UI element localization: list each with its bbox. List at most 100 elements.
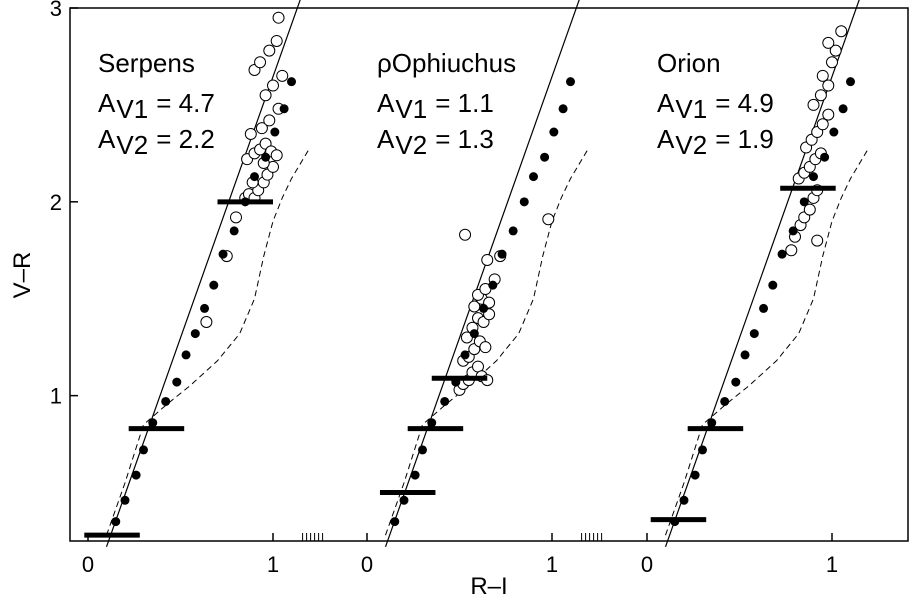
- sequence-point: [838, 104, 848, 114]
- open-point: [542, 213, 555, 226]
- sequence-point: [731, 377, 741, 387]
- open-point: [807, 98, 820, 111]
- sequence-point: [698, 445, 707, 455]
- sequence-point: [558, 104, 568, 114]
- sequence-point: [799, 197, 809, 207]
- sequence-point: [229, 226, 239, 236]
- open-point: [479, 341, 492, 354]
- open-point: [272, 11, 285, 24]
- sequence-point: [768, 280, 778, 290]
- sequence-point: [250, 172, 259, 182]
- extinction-annotation: A V2 = 2.2: [98, 124, 215, 160]
- open-point: [244, 127, 257, 140]
- open-point: [829, 44, 842, 57]
- x-tick-label: 1: [267, 552, 279, 577]
- sequence-point: [172, 377, 182, 387]
- sequence-point: [287, 77, 296, 87]
- open-point: [200, 315, 213, 328]
- sequence-point: [460, 350, 470, 360]
- x-tick-label: 0: [361, 552, 373, 577]
- sequence-point: [519, 197, 529, 207]
- sequence-point: [788, 226, 798, 236]
- sequence-point: [740, 350, 750, 360]
- panel-name: ρOphiuchus: [377, 48, 516, 78]
- sequence-point: [209, 280, 219, 290]
- sequence-point: [846, 77, 855, 87]
- open-point: [822, 36, 835, 49]
- sequence-point: [720, 396, 730, 406]
- sequence-point: [120, 495, 130, 505]
- sequence-point: [777, 249, 787, 259]
- open-point: [270, 34, 283, 47]
- sequence-point: [200, 303, 210, 313]
- sequence-point: [161, 396, 171, 406]
- x-tick-label: 0: [82, 552, 94, 577]
- sequence-point: [690, 470, 700, 480]
- dashed-curve: [385, 147, 590, 536]
- dashed-curve: [665, 147, 870, 536]
- open-point: [814, 89, 827, 102]
- x-axis-label: R–I: [470, 573, 507, 600]
- open-point: [459, 228, 472, 241]
- open-point: [816, 118, 829, 131]
- sequence-point: [270, 127, 280, 137]
- sequence-point: [469, 329, 479, 339]
- open-point: [822, 79, 835, 92]
- y-axis-label: V–R: [9, 252, 36, 299]
- sequence-point: [566, 77, 575, 87]
- sequence-point: [390, 517, 400, 527]
- sequence-point: [399, 495, 409, 505]
- sequence-point: [427, 418, 437, 428]
- open-point: [263, 114, 276, 127]
- sequence-point: [679, 495, 689, 505]
- sequence-point: [279, 104, 289, 114]
- sequence-point: [809, 172, 818, 182]
- open-point: [822, 108, 835, 121]
- sequence-point: [707, 418, 717, 428]
- sequence-point: [529, 172, 538, 182]
- sequence-point: [488, 280, 498, 290]
- y-tick-label: 2: [50, 190, 62, 215]
- sequence-point: [540, 152, 550, 162]
- open-point: [276, 69, 289, 82]
- sequence-point: [418, 445, 427, 455]
- extinction-annotation: A V1 = 1.1: [377, 88, 494, 124]
- y-tick-label: 1: [50, 384, 62, 409]
- open-point: [259, 89, 272, 102]
- sequence-point: [181, 350, 191, 360]
- sequence-point: [148, 418, 158, 428]
- sequence-point: [508, 226, 518, 236]
- x-tick-label: 1: [546, 552, 558, 577]
- open-point: [254, 56, 267, 69]
- open-point: [255, 122, 268, 135]
- open-point: [481, 253, 494, 266]
- extinction-annotation: A V1 = 4.9: [657, 88, 774, 124]
- x-tick-label: 0: [641, 552, 653, 577]
- open-point: [811, 234, 824, 247]
- sequence-point: [820, 152, 830, 162]
- open-point: [267, 79, 279, 92]
- y-tick-label: 3: [50, 0, 62, 21]
- dashed-curve: [106, 147, 311, 536]
- sequence-point: [139, 445, 148, 455]
- panel-name: Orion: [657, 48, 721, 78]
- reddening-line: [384, 0, 580, 548]
- sequence-point: [479, 303, 489, 313]
- sequence-point: [410, 470, 420, 480]
- open-point: [816, 69, 829, 82]
- sequence-point: [111, 517, 121, 527]
- sequence-point: [759, 303, 769, 313]
- extinction-annotation: A V2 = 1.3: [377, 124, 494, 160]
- open-point: [785, 244, 798, 257]
- extinction-annotation: A V2 = 1.9: [657, 124, 774, 160]
- extinction-annotation: A V1 = 4.7: [98, 88, 215, 124]
- open-point: [826, 56, 838, 69]
- sequence-point: [261, 152, 271, 162]
- sequence-point: [131, 470, 141, 480]
- sequence-point: [218, 249, 228, 259]
- open-point: [803, 203, 816, 216]
- sequence-point: [749, 329, 759, 339]
- sequence-point: [549, 127, 559, 137]
- open-point: [263, 44, 276, 57]
